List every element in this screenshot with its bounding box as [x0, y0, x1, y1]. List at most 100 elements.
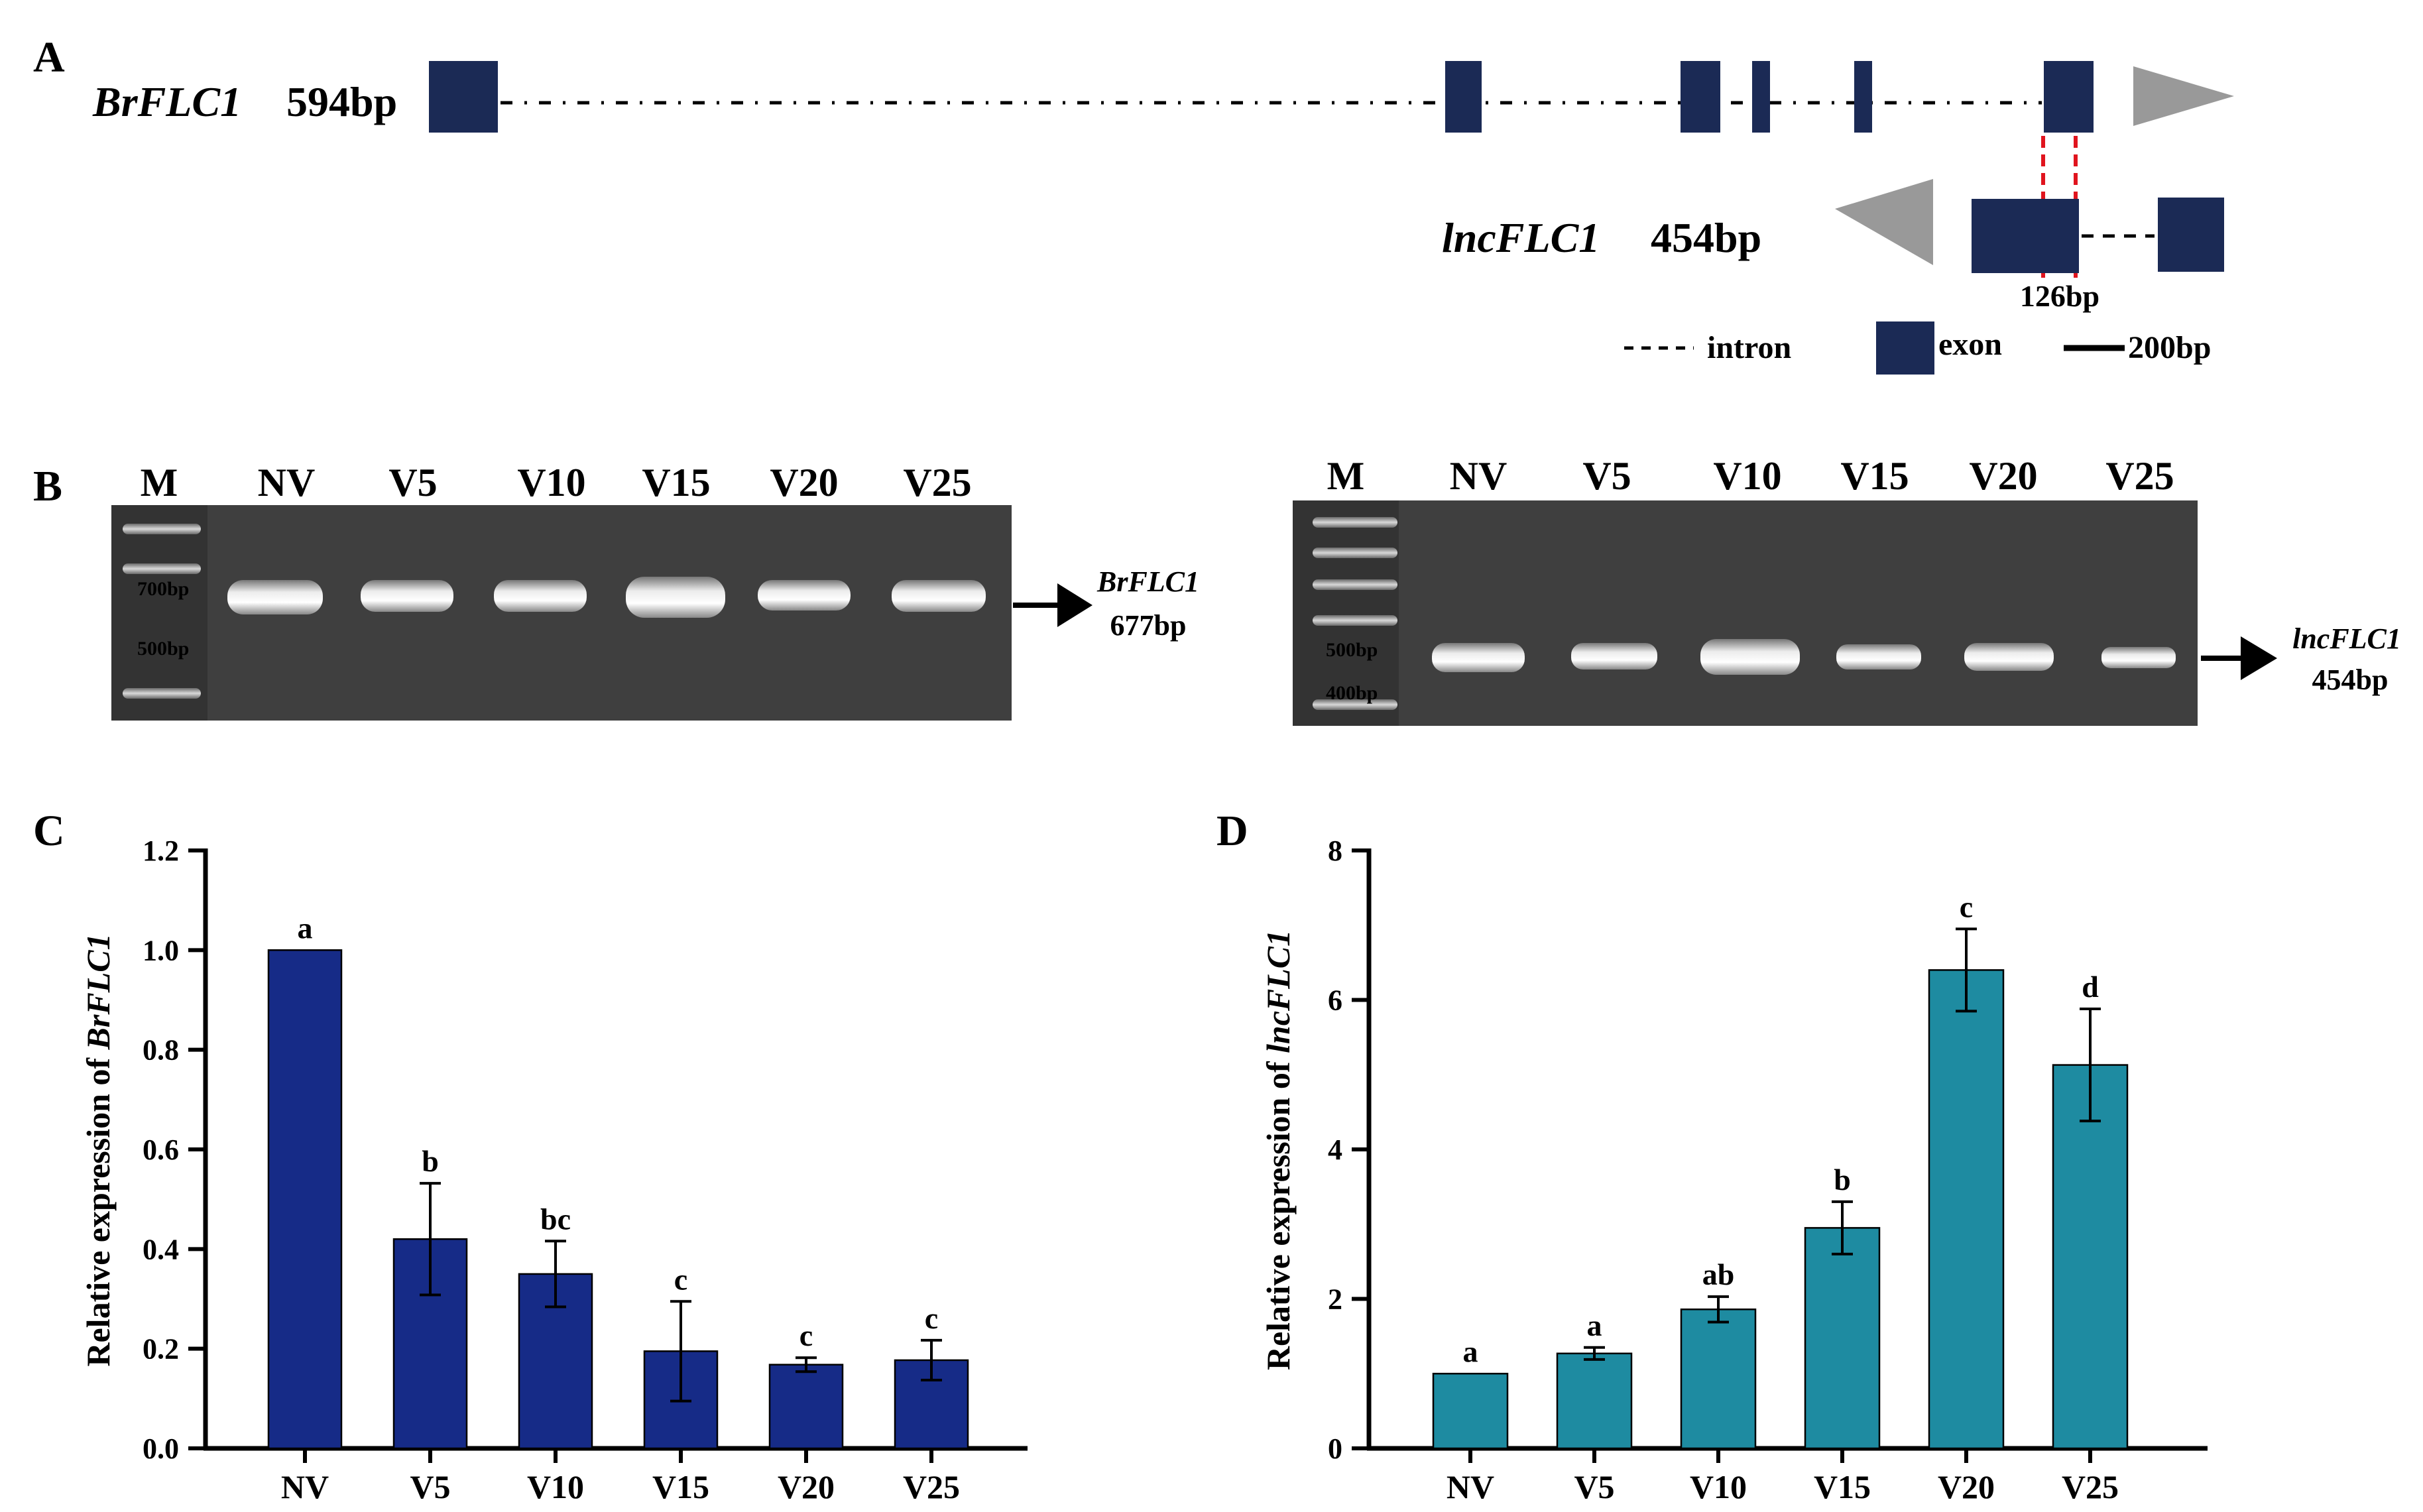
chart-d-y-tick-label: 0	[1328, 1432, 1342, 1465]
gel-right: M NV V5 V10 V15 V20 V25 500bp 400bp lnc	[1293, 454, 2401, 726]
gel-right-ladder-band	[1313, 548, 1397, 558]
chart-c-significance-letter: b	[422, 1144, 439, 1178]
gel-left-lane-v5: V5	[388, 461, 437, 504]
gel-left-ladder-band	[123, 688, 201, 699]
legend-exon-symbol	[1876, 321, 1934, 375]
gel-right-lane-m: M	[1327, 454, 1365, 498]
chart-d-x-tick-label: V15	[1814, 1468, 1871, 1505]
lncflc1-length: 454bp	[1651, 214, 1761, 261]
brflc1-exon-6	[2044, 61, 2094, 133]
chart-d-bar	[1556, 1352, 1633, 1450]
lncflc1-gene-name: lncFLC1	[1442, 214, 1600, 261]
chart-d-x-tick-label: V5	[1574, 1468, 1614, 1505]
chart-c-y-axis-label-gene: BrFLC1	[80, 933, 117, 1050]
gel-right-ladder-band	[1313, 579, 1397, 590]
chart-c-x-tick-label: V5	[410, 1468, 450, 1505]
chart-c-y-tick-label: 1.0	[143, 934, 179, 966]
chart-c-bar	[267, 949, 343, 1450]
gel-right-lane-v5: V5	[1582, 454, 1631, 498]
chart-d-y-tick-label: 2	[1328, 1283, 1342, 1316]
chart-d-y-axis-label-gene: lncFLC1	[1260, 930, 1297, 1053]
gel-right-ladder-band	[1313, 517, 1397, 528]
gel-right-band-v10	[1700, 639, 1800, 675]
chart-d-plot: 0 2 4 6 8 a NV a V5 ab V10 b V15 c V20 d V25	[1328, 835, 2208, 1505]
chart-c-y-tick-label: 0.8	[143, 1034, 179, 1067]
gel-right-arrow-icon	[2241, 636, 2277, 680]
gel-left-band-nv	[227, 580, 323, 614]
gel-right-ladder-band	[1313, 699, 1397, 710]
chart-c-significance-letter: c	[799, 1318, 813, 1352]
chart-d-y-axis-label-prefix: Relative expression of	[1260, 1053, 1297, 1370]
chart-d-significance-letter: d	[2082, 970, 2099, 1004]
chart-d-bar	[1928, 969, 2005, 1450]
brflc1-exon-3	[1681, 61, 1720, 133]
gel-right-band-v5	[1571, 643, 1657, 669]
gel-left-marker-500: 500bp	[137, 638, 189, 660]
chart-d-x-tick-label: V25	[2062, 1468, 2119, 1505]
chart-c-significance-letter: a	[298, 911, 313, 945]
gel-right-marker-500: 500bp	[1326, 639, 1378, 661]
lncflc1-exon-2	[2158, 198, 2224, 272]
panel-b-letter: B	[33, 462, 62, 510]
gel-left-lane-v20: V20	[770, 461, 838, 504]
gel-left-lane-v10: V10	[517, 461, 585, 504]
chart-c-bar	[768, 1364, 844, 1450]
gel-left-ladder-band	[123, 563, 201, 574]
chart-c-x-tick-label: V20	[778, 1468, 835, 1505]
chart-c-y-tick-label: 1.2	[143, 835, 179, 867]
chart-d-bar	[2052, 1064, 2129, 1450]
gel-left-arrow-icon	[1057, 583, 1093, 627]
brflc1-exon-4	[1752, 61, 1770, 133]
gel-left-band-v20	[758, 580, 851, 611]
gel-left-band-v25	[892, 580, 986, 612]
chart-c-x-tick-label: NV	[281, 1468, 329, 1505]
panel-b-gel: B M NV V5 V10 V15 V20 V25 700bp 500bp	[33, 454, 2401, 726]
gel-left-lane-nv: NV	[258, 461, 316, 504]
gel-right-lane-v10: V10	[1713, 454, 1781, 498]
brflc1-exon-1	[429, 61, 498, 133]
chart-c-significance-letter: bc	[540, 1202, 571, 1236]
gel-left-marker-700: 700bp	[137, 578, 189, 600]
chart-d-x-tick-label: V10	[1690, 1468, 1747, 1505]
chart-d-y-tick-label: 8	[1328, 835, 1342, 867]
brflc1-gene-name: BrFLC1	[92, 78, 241, 125]
brflc1-exon-2	[1445, 61, 1482, 133]
gel-right-band-v25	[2101, 647, 2176, 668]
chart-c-y-tick-label: 0.6	[143, 1134, 179, 1166]
gel-right-ladder-band	[1313, 615, 1397, 626]
lncflc1-direction-arrow	[1835, 179, 1933, 265]
gel-left-ladder-band	[123, 524, 201, 534]
panel-c-letter: C	[33, 807, 65, 855]
gel-left-marker-lane	[111, 505, 207, 721]
chart-c-significance-letter: c	[674, 1262, 687, 1296]
gel-right-product-size: 454bp	[2312, 664, 2389, 696]
gel-left-lane-v15: V15	[642, 461, 710, 504]
chart-c-y-tick-label: 0.0	[143, 1432, 179, 1465]
chart-d-significance-letter: c	[1960, 890, 1973, 923]
overlap-length-label: 126bp	[2020, 279, 2099, 313]
gel-right-lane-v25: V25	[2105, 454, 2174, 498]
panel-d-letter: D	[1216, 807, 1248, 855]
panel-a-letter: A	[33, 33, 65, 82]
gel-right-marker-lane	[1293, 500, 1399, 726]
chart-c-significance-letter: c	[925, 1301, 938, 1335]
gel-left-product-size: 677bp	[1110, 609, 1187, 642]
chart-d-y-axis-label: Relative expression of lncFLC1	[1260, 930, 1297, 1370]
gel-left-lane-v25: V25	[903, 461, 971, 504]
chart-c-y-tick-label: 0.2	[143, 1333, 179, 1366]
chart-c-x-tick-label: V15	[652, 1468, 709, 1505]
chart-d-y-tick-label: 6	[1328, 984, 1342, 1017]
lncflc1-exon-1	[1972, 199, 2079, 273]
chart-c-y-tick-label: 0.4	[143, 1233, 179, 1265]
gel-left-lane-m: M	[141, 461, 178, 504]
chart-d-y-tick-label: 4	[1328, 1134, 1342, 1166]
chart-d-bar	[1804, 1227, 1881, 1450]
chart-c-plot: 0.0 0.2 0.4 0.6 0.8 1.0 1.2 a NV b V5 bc V10 c V15 c V20…	[143, 835, 1028, 1505]
chart-d: D 0 2 4 6 8 a NV a V5 ab V10 b V15 c V20 d V25 Relative …	[1216, 807, 2208, 1505]
chart-d-significance-letter: b	[1834, 1163, 1851, 1196]
gel-left-band-v15	[626, 577, 725, 618]
gel-right-lane-nv: NV	[1450, 454, 1507, 498]
brflc1-direction-arrow	[2133, 66, 2234, 126]
chart-d-bar	[1680, 1308, 1757, 1450]
chart-d-significance-letter: a	[1587, 1308, 1602, 1342]
